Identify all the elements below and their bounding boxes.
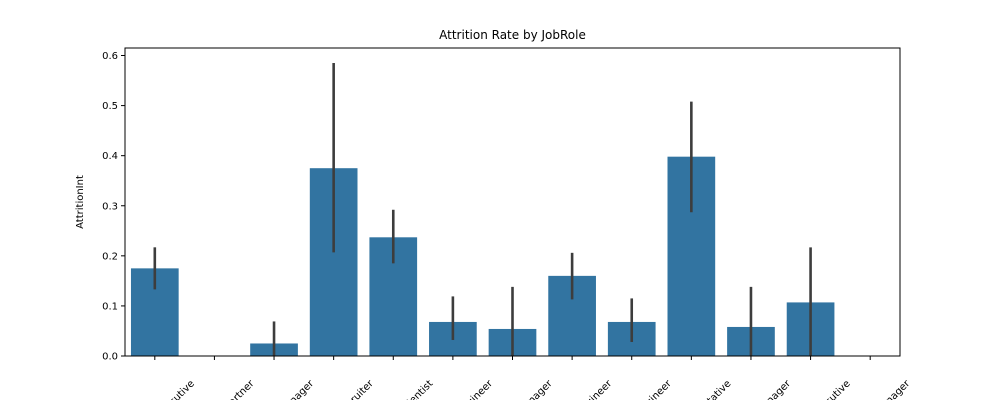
x-tick-label: gineer <box>465 378 496 400</box>
x-tick-label: Partner <box>223 378 257 400</box>
x-axis: cutive Partner nager cruiter ientist gineer na… <box>154 356 913 400</box>
bars-group <box>130 156 835 356</box>
x-tick-label: nager <box>765 378 794 400</box>
y-tick-label: 0.6 <box>102 51 118 62</box>
error-bars-group <box>153 63 812 356</box>
x-tick-label: ientist <box>406 378 436 400</box>
chart-title: Attrition Rate by JobRole <box>439 28 586 42</box>
y-tick-label: 0.2 <box>102 251 118 262</box>
y-tick-label: 0.4 <box>102 151 118 162</box>
y-tick-label: 0.0 <box>102 352 118 363</box>
y-tick-label: 0.3 <box>102 201 118 212</box>
x-tick-label: cutive <box>823 378 852 400</box>
y-tick-label: 0.1 <box>102 301 118 312</box>
y-axis: 0.0 0.1 0.2 0.3 0.4 0.5 0.6 <box>102 51 125 363</box>
x-tick-label: nager <box>526 378 555 400</box>
y-tick-label: 0.5 <box>102 101 118 112</box>
x-tick-label: nager <box>884 378 913 400</box>
x-tick-label: cruiter <box>345 378 377 400</box>
x-tick-label: nager <box>288 378 317 400</box>
y-axis-label: AttritionInt <box>75 175 86 229</box>
x-tick-label: cutive <box>168 378 197 400</box>
x-tick-label: tative <box>705 378 733 400</box>
x-tick-label: gineer <box>584 378 615 400</box>
x-tick-label: gineer <box>644 378 675 400</box>
